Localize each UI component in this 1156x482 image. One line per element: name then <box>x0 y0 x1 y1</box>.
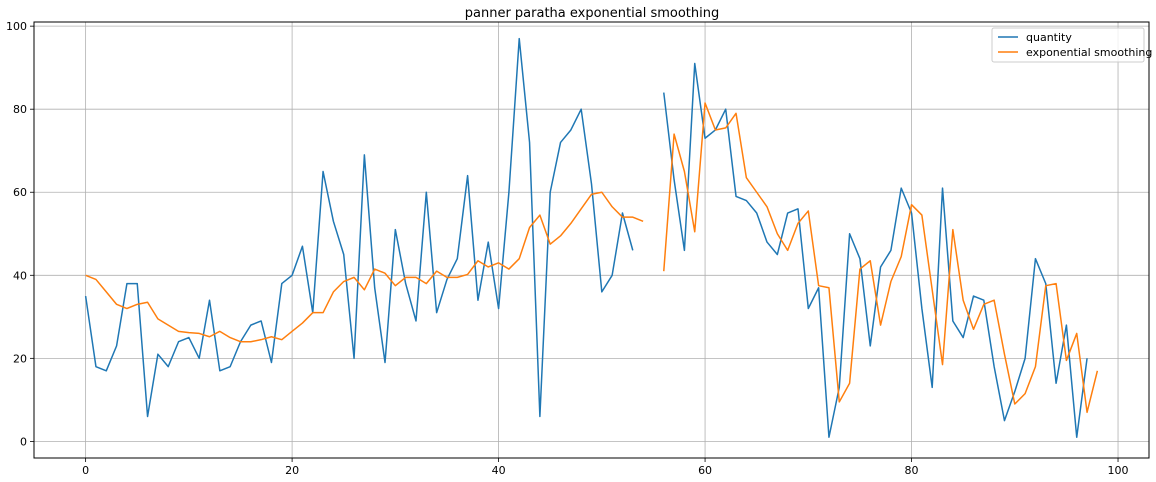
plot-frame <box>33 21 1150 459</box>
legend: quantity exponential smoothing <box>991 27 1152 63</box>
y-tick-label: 60 <box>13 186 27 199</box>
series-line-exponential-smoothing <box>85 102 1099 414</box>
grid <box>34 22 1149 458</box>
x-tick-label: 80 <box>905 464 919 477</box>
y-tick-label: 100 <box>6 20 27 33</box>
series-line-quantity <box>84 37 1088 438</box>
y-tick-label: 20 <box>13 352 27 365</box>
x-tick-label: 60 <box>698 464 712 477</box>
x-tick-label: 100 <box>1108 464 1129 477</box>
chart-title: panner paratha exponential smoothing <box>465 6 719 21</box>
legend-label-exponential-smoothing: exponential smoothing <box>1026 46 1152 59</box>
series-layer <box>84 37 1099 438</box>
x-tick-label: 20 <box>285 464 299 477</box>
y-tick-label: 80 <box>13 103 27 116</box>
y-tick-label: 40 <box>13 269 27 282</box>
y-tick-label: 0 <box>20 435 27 448</box>
x-tick-label: 40 <box>492 464 506 477</box>
legend-label-quantity: quantity <box>1026 31 1072 44</box>
legend-box <box>991 27 1145 63</box>
ticks: 0 20 40 60 80 100 0 20 40 60 80 100 <box>6 20 1129 477</box>
x-tick-label: 0 <box>82 464 89 477</box>
